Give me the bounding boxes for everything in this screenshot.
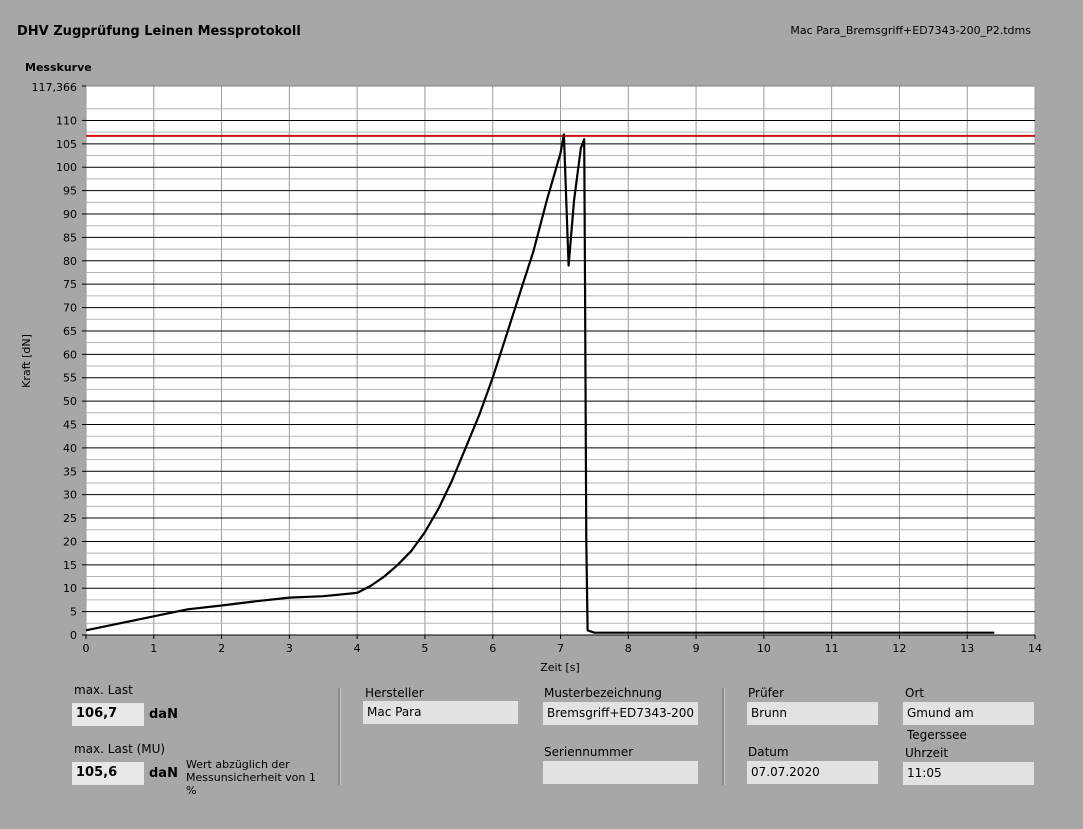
y-tick-label: 110: [56, 114, 77, 127]
max-load-mu-value: 105,6: [72, 762, 144, 785]
y-tick-label: 5: [70, 606, 77, 619]
y-tick-labels: 0 5 10 15 20 25 30 35 40 45 50 55 60 65 70 75 80 85 90 95 10…: [56, 114, 77, 642]
x-tick-label: 12: [892, 642, 906, 655]
x-tick-labels: 0 1 2 3 4 5 6 7 8 9 10 11 12 13 14: [83, 642, 1043, 655]
model-field: Bremsgriff+ED7343-200: [543, 702, 698, 725]
y-top-tick-label: 117,366: [32, 81, 78, 94]
model-label: Musterbezeichnung: [544, 686, 662, 700]
x-tick-label: 8: [625, 642, 632, 655]
y-tick-label: 55: [63, 372, 77, 385]
max-load-value: 106,7: [72, 703, 144, 726]
manufacturer-field: Mac Para: [363, 701, 518, 724]
y-tick-label: 75: [63, 278, 77, 291]
y-tick-label: 45: [63, 419, 77, 432]
y-axis-label: Kraft [dN]: [20, 334, 33, 388]
max-load-unit: daN: [149, 707, 178, 722]
location-field: Gmund am Tegerssee: [903, 702, 1034, 742]
x-tick-label: 6: [489, 642, 496, 655]
y-tick-label: 70: [63, 302, 77, 315]
x-tick-label: 1: [150, 642, 157, 655]
y-tick-label: 15: [63, 559, 77, 572]
x-tick-label: 3: [286, 642, 293, 655]
y-tick-label: 40: [63, 442, 77, 455]
x-tick-label: 10: [757, 642, 771, 655]
file-name: Mac Para_Bremsgriff+ED7343-200_P2.tdms: [790, 24, 1031, 37]
x-axis-label: Zeit [s]: [540, 661, 579, 674]
force-time-chart: 0 1 2 3 4 5 6 7 8 9 10 11 12 13 14 0510152025303540455…: [20, 81, 1043, 674]
y-grid: [82, 85, 1035, 636]
y-tick-label: 90: [63, 208, 77, 221]
max-load-mu-label: max. Last (MU): [74, 742, 166, 756]
y-tick-label: 105: [56, 138, 77, 151]
x-tick-label: 11: [825, 642, 839, 655]
y-tick-label: 50: [63, 395, 77, 408]
x-tick-label: 2: [218, 642, 225, 655]
force-series-line: [85, 133, 995, 634]
x-tick-label: 7: [557, 642, 564, 655]
tester-field: Brunn: [747, 702, 878, 725]
x-tick-label: 14: [1028, 642, 1042, 655]
y-tick-label: 100: [56, 161, 77, 174]
y-tick-label: 35: [63, 465, 77, 478]
y-tick-label: 10: [63, 582, 77, 595]
x-tick-label: 9: [693, 642, 700, 655]
separator-left: [338, 688, 341, 785]
y-tick-label: 20: [63, 535, 77, 548]
y-tick-label: 30: [63, 489, 77, 502]
date-label: Datum: [748, 745, 789, 759]
y-tick-label: 0: [70, 629, 77, 642]
x-tick-label: 5: [421, 642, 428, 655]
chart-section-label: Messkurve: [25, 61, 92, 74]
y-tick-label: 85: [63, 231, 77, 244]
y-tick-label: 80: [63, 255, 77, 268]
tester-label: Prüfer: [748, 686, 785, 700]
y-tick-label: 95: [63, 185, 77, 198]
date-field: 07.07.2020: [747, 761, 878, 784]
x-tick-label: 13: [960, 642, 974, 655]
report-title: DHV Zugprüfung Leinen Messprotokoll: [17, 24, 301, 39]
serial-field: [543, 761, 698, 784]
time-field: 11:05: [903, 762, 1034, 785]
max-load-label: max. Last: [74, 683, 133, 697]
x-tick-label: 4: [354, 642, 361, 655]
time-label: Uhrzeit: [905, 746, 949, 760]
max-load-mu-unit: daN: [149, 766, 178, 781]
serial-label: Seriennummer: [544, 745, 634, 759]
x-grid: [85, 86, 1036, 639]
y-tick-label: 60: [63, 348, 77, 361]
separator-right: [722, 688, 725, 785]
x-tick-label: 0: [83, 642, 90, 655]
manufacturer-label: Hersteller: [365, 686, 424, 700]
y-tick-label: 65: [63, 325, 77, 338]
location-label: Ort: [905, 686, 925, 700]
y-tick-label: 25: [63, 512, 77, 525]
uncertainty-note: Wert abzüglich der Messunsicherheit von …: [186, 758, 316, 797]
